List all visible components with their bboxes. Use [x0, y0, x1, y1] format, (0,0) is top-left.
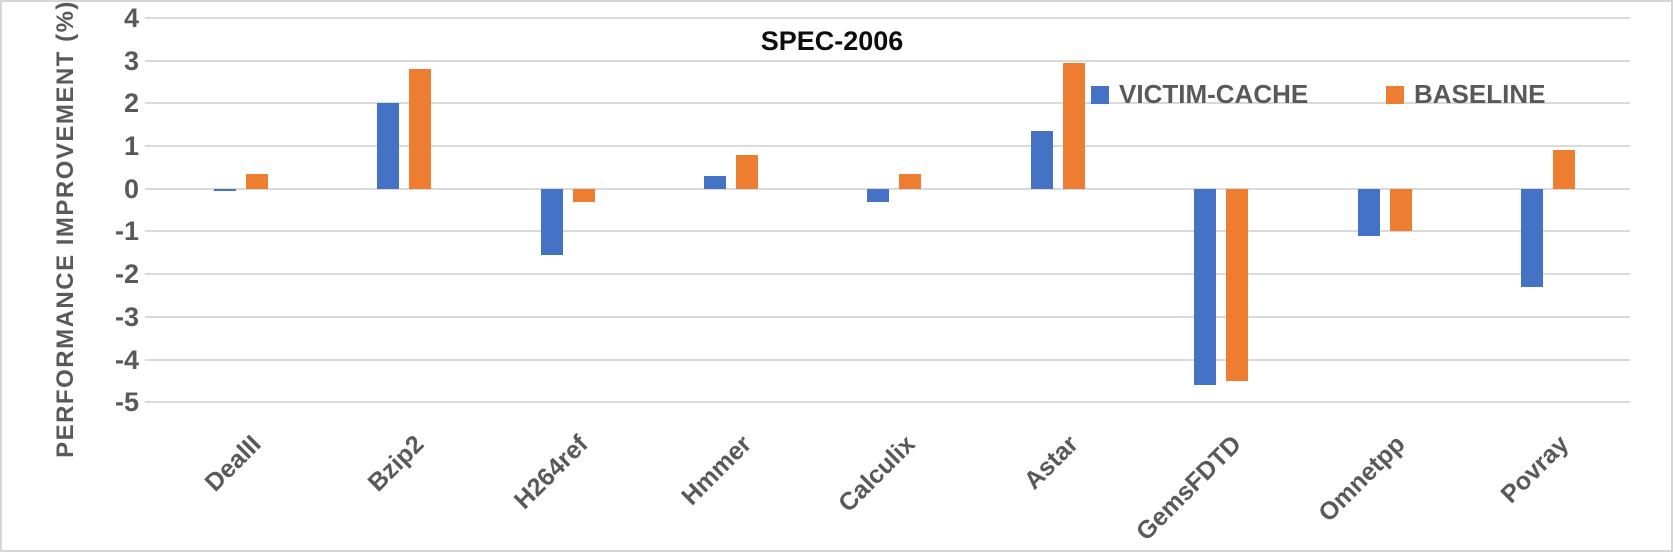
- x-category-label-text: GemsFDTD: [1131, 430, 1248, 547]
- gridline-y--2: [145, 273, 1630, 276]
- x-category-label-text: Astar: [1018, 430, 1084, 495]
- legend-item-victim-cache: VICTIM-CACHE: [1091, 79, 1308, 110]
- bar-baseline-h264ref: [572, 188, 595, 202]
- bar-victim-cache-h264ref: [540, 188, 563, 255]
- bar-victim-cache-dealii: [213, 188, 236, 191]
- bar-victim-cache-hmmer: [704, 175, 727, 189]
- bar-baseline-hmmer: [736, 154, 759, 189]
- chart-title: SPEC-2006: [760, 26, 904, 56]
- x-category-label-text: DealII: [199, 430, 267, 497]
- bar-victim-cache-gemsfdtd: [1194, 188, 1217, 386]
- x-category-label-text: Bzip2: [363, 430, 430, 497]
- y-tick-label--5: -5: [114, 387, 139, 418]
- bar-victim-cache-calculix: [867, 188, 890, 202]
- bar-baseline-dealii: [245, 173, 268, 189]
- bar-victim-cache-povray: [1521, 188, 1544, 287]
- gridline-y--4: [145, 358, 1630, 361]
- gridline-y-2: [145, 102, 1630, 105]
- gridline-y-1: [145, 144, 1630, 147]
- gridline-y-4: [145, 16, 1630, 19]
- x-category-label-text: Povray: [1495, 430, 1575, 509]
- bar-victim-cache-bzip2: [377, 103, 400, 189]
- y-tick-label-1: 1: [123, 130, 139, 161]
- legend-swatch-victim-cache-icon: [1091, 85, 1109, 104]
- gridline-y--1: [145, 230, 1630, 233]
- bar-baseline-bzip2: [409, 69, 432, 189]
- legend-item-baseline: BASELINE: [1386, 79, 1545, 110]
- y-tick-label--4: -4: [114, 344, 139, 375]
- y-tick-label--2: -2: [114, 259, 139, 290]
- bar-victim-cache-omnetpp: [1357, 188, 1380, 236]
- y-tick-label-3: 3: [123, 45, 139, 76]
- bar-baseline-gemsfdtd: [1226, 188, 1249, 381]
- x-category-label-text: Calculix: [832, 430, 921, 518]
- y-tick-label-4: 4: [123, 2, 139, 33]
- x-category-label-text: Hmmer: [676, 430, 757, 511]
- y-tick-label-0: 0: [123, 173, 139, 204]
- bar-baseline-astar: [1062, 62, 1085, 189]
- bar-victim-cache-astar: [1030, 131, 1053, 189]
- gridline-y--3: [145, 315, 1630, 318]
- gridline-y--5: [145, 401, 1630, 404]
- x-category-label-text: H264ref: [508, 430, 594, 515]
- legend-label-victim-cache: VICTIM-CACHE: [1119, 79, 1309, 109]
- x-category-label-text: Omnetpp: [1313, 430, 1411, 528]
- gridline-y-3: [145, 59, 1630, 62]
- legend-label-baseline: BASELINE: [1414, 79, 1546, 109]
- legend-swatch-baseline-icon: [1386, 85, 1404, 104]
- bar-baseline-calculix: [899, 173, 922, 189]
- y-tick-label--3: -3: [114, 301, 139, 332]
- bar-baseline-povray: [1553, 150, 1576, 189]
- y-tick-label-2: 2: [123, 88, 139, 119]
- y-tick-label--1: -1: [114, 216, 139, 247]
- bar-baseline-omnetpp: [1389, 188, 1412, 232]
